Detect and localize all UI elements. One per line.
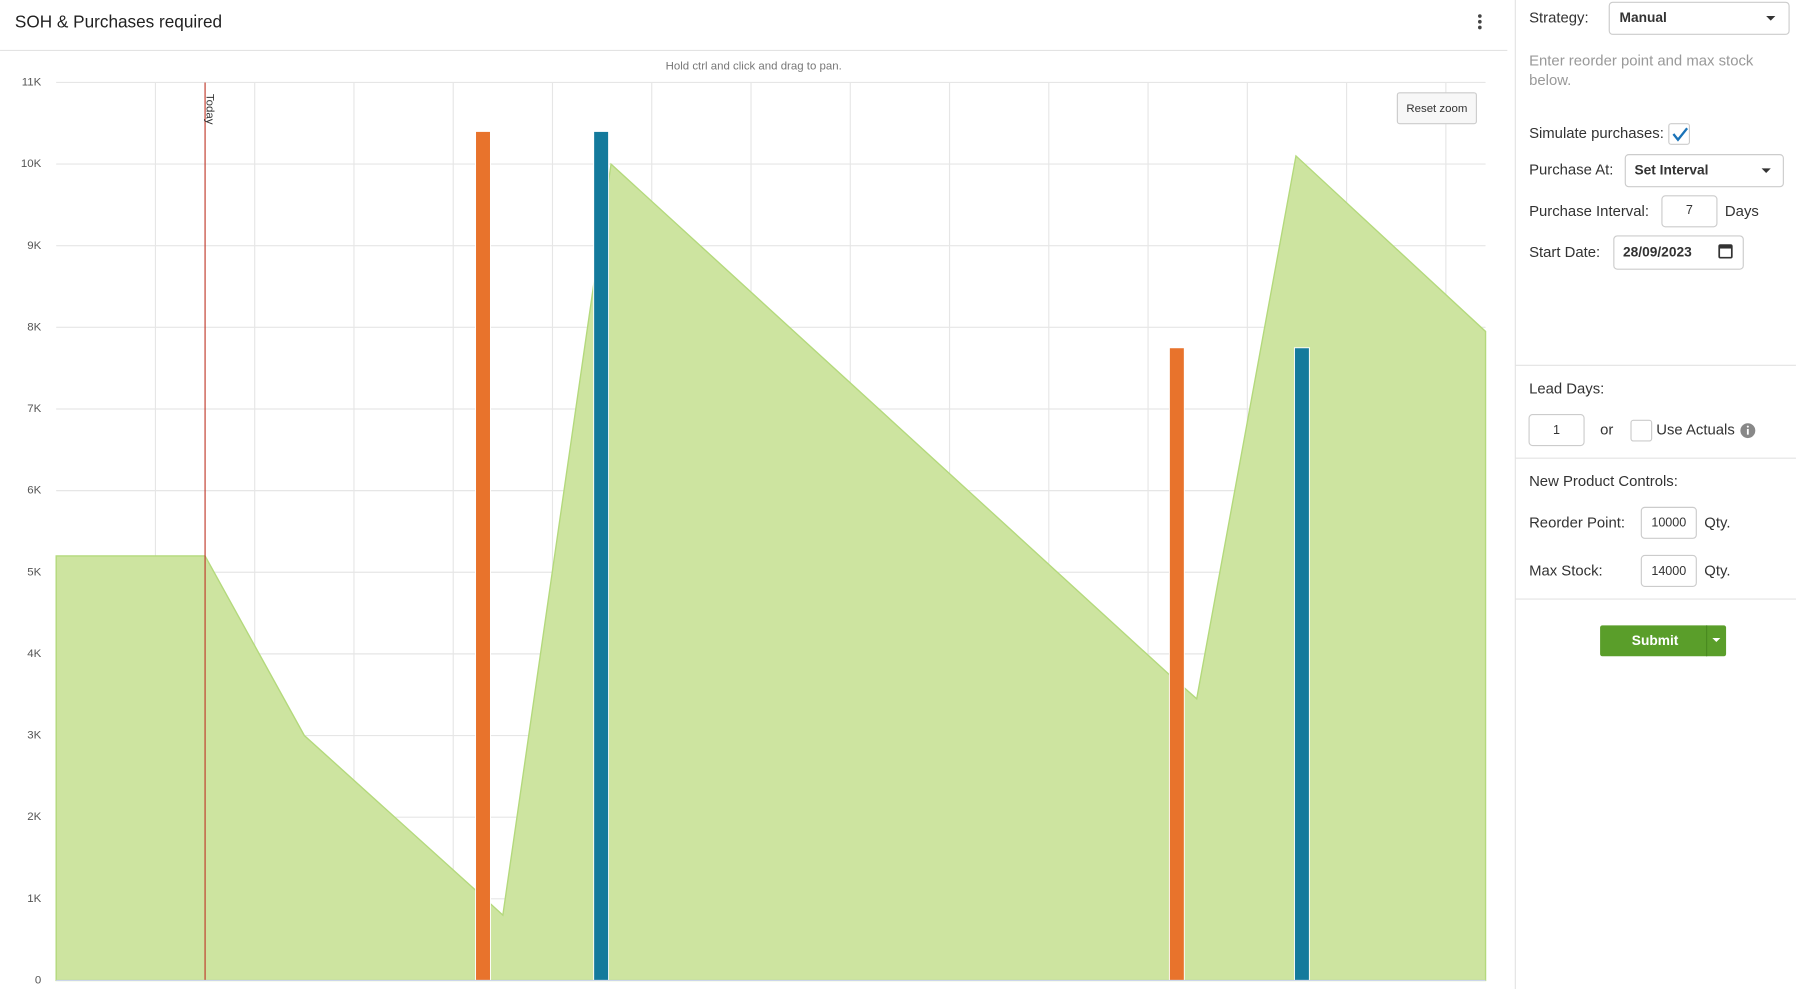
stock-area <box>55 154 1487 982</box>
y-tick-label: 6K <box>27 485 41 497</box>
max-stock-input[interactable] <box>1640 554 1697 587</box>
y-tick-label: 8K <box>27 321 41 333</box>
new-product-label: New Product Controls: <box>1529 474 1678 490</box>
simulate-checkbox[interactable] <box>1668 123 1691 145</box>
purchase-bar <box>1168 347 1185 981</box>
start-date-input[interactable] <box>1613 235 1744 270</box>
purchase-bar <box>475 130 491 981</box>
reset-zoom-label[interactable]: Reset zoom <box>1406 103 1467 115</box>
menu-icon[interactable] <box>1477 14 1482 30</box>
purchase-at-value: Set Interval <box>1634 162 1708 177</box>
chart-hint: Hold ctrl and click and drag to pan. <box>666 60 842 72</box>
y-tick-label: 10K <box>21 158 42 170</box>
purchase-at-select[interactable] <box>1624 154 1784 188</box>
y-tick-label: 5K <box>27 566 41 578</box>
y-tick-label: 2K <box>27 811 41 823</box>
submit-label[interactable]: Submit <box>1632 633 1679 648</box>
interval-label: Purchase Interval: <box>1529 204 1649 220</box>
y-tick-label: 4K <box>27 648 41 660</box>
info-icon[interactable] <box>1740 423 1756 439</box>
y-tick-label: 9K <box>27 240 41 252</box>
use-actuals-checkbox[interactable] <box>1630 419 1653 442</box>
lead-days-input[interactable] <box>1528 414 1585 447</box>
y-tick-label: 0 <box>35 974 41 986</box>
purchase-bar <box>1294 347 1310 981</box>
start-date-value: 28/09/2023 <box>1623 245 1692 260</box>
or-text: or <box>1600 423 1613 439</box>
purchase-bar <box>593 130 610 981</box>
max-stock-label: Max Stock: <box>1529 563 1603 579</box>
reorder-label: Reorder Point: <box>1529 515 1625 531</box>
max-stock-unit: Qty. <box>1704 563 1730 579</box>
strategy-value: Manual <box>1620 10 1667 25</box>
plot: 0 1K 2K 3K 4K 5K 6K 7K 8K 9K 10K 11K Today <box>21 76 1487 986</box>
simulate-label: Simulate purchases: <box>1529 126 1664 142</box>
panel-title: SOH & Purchases required <box>15 11 222 31</box>
reorder-value: 10000 <box>1651 516 1686 530</box>
max-stock-value: 14000 <box>1651 564 1686 578</box>
interval-value: 7 <box>1686 203 1693 217</box>
purchase-at-label: Purchase At: <box>1529 163 1613 179</box>
reorder-input[interactable] <box>1640 506 1697 539</box>
y-tick-label: 1K <box>27 893 41 905</box>
y-tick-label: 7K <box>27 403 41 415</box>
submit-button[interactable]: Submit <box>1600 625 1727 657</box>
interval-unit: Days <box>1725 204 1759 220</box>
description: Enter reorder point and max stock below. <box>1529 51 1754 89</box>
y-tick-label: 3K <box>27 730 41 742</box>
lead-days-label: Lead Days: <box>1529 381 1604 397</box>
y-tick-label: 11K <box>22 76 42 88</box>
lead-days-value: 1 <box>1553 423 1560 437</box>
interval-input[interactable] <box>1661 195 1718 228</box>
use-actuals-label: Use Actuals <box>1656 423 1735 439</box>
reorder-unit: Qty. <box>1704 515 1730 531</box>
calendar-icon[interactable] <box>1718 244 1733 259</box>
reset-zoom[interactable]: Reset zoom <box>1396 92 1477 125</box>
strategy-select[interactable] <box>1608 1 1790 35</box>
description-box: Enter reorder point and max stock below. <box>1529 51 1754 89</box>
today-label: Today <box>204 94 216 125</box>
strategy-label: Strategy: <box>1529 10 1589 26</box>
start-date-label: Start Date: <box>1529 245 1600 261</box>
